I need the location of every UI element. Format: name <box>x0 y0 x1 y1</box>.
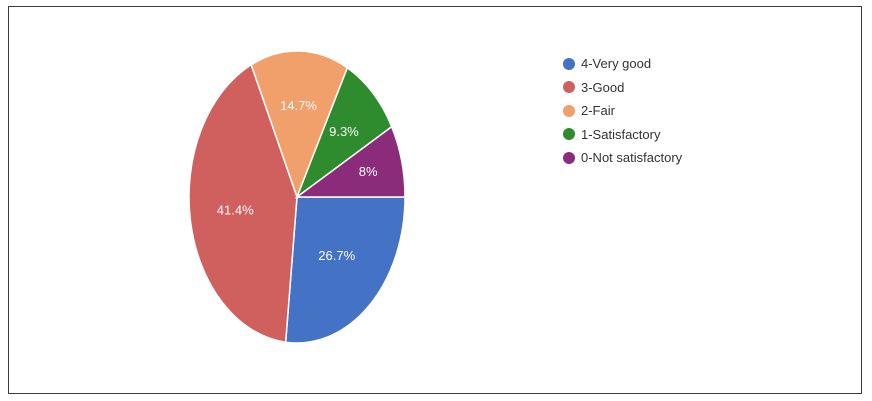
pie-slice-3-good <box>188 63 298 344</box>
chart-legend: 4-Very good 3-Good 2-Fair 1-Satisfactory 0-N… <box>563 52 682 170</box>
pie-label-3-good: 41.4% <box>217 202 254 217</box>
pie-slice-0-not-satisfactory <box>294 125 406 198</box>
pie-slice-4-very-good <box>284 196 406 344</box>
legend-item-4-very-good: 4-Very good <box>563 52 682 76</box>
pie-slice-labels: 26.7% 41.4% 14.7% 9.3% 8% <box>217 98 378 263</box>
chart-frame <box>8 6 862 394</box>
legend-item-2-fair: 2-Fair <box>563 99 682 123</box>
legend-label: 2-Fair <box>581 103 615 119</box>
legend-swatch <box>563 81 575 94</box>
pie-slices <box>188 50 406 344</box>
pie-slice-2-fair <box>250 50 349 200</box>
pie-label-2-fair: 14.7% <box>280 98 317 113</box>
legend-swatch <box>563 57 575 70</box>
legend-item-1-satisfactory: 1-Satisfactory <box>563 123 682 147</box>
legend-item-0-not-satisfactory: 0-Not satisfactory <box>563 146 682 170</box>
pie-label-1-satisfactory: 9.3% <box>329 124 359 139</box>
legend-swatch <box>563 151 575 164</box>
legend-label: 1-Satisfactory <box>581 126 661 142</box>
pie-label-4-very-good: 26.7% <box>318 248 355 263</box>
pie-label-0-not-satisfactory: 8% <box>359 164 378 179</box>
pie-slice-1-satisfactory <box>295 66 393 200</box>
legend-label: 0-Not satisfactory <box>581 150 683 166</box>
legend-label: 4-Very good <box>581 56 652 72</box>
legend-label: 3-Good <box>581 79 625 95</box>
legend-swatch <box>563 104 575 117</box>
legend-swatch <box>563 128 575 141</box>
legend-item-3-good: 3-Good <box>563 76 682 100</box>
